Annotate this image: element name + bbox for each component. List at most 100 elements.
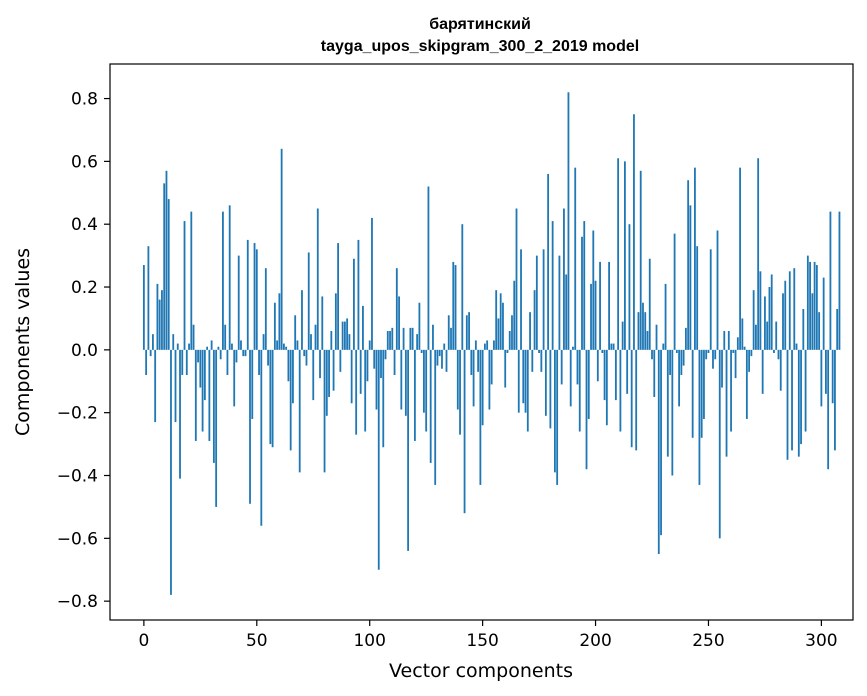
- bar-140: [459, 349, 461, 435]
- bar-138: [454, 265, 457, 350]
- bar-35: [222, 211, 224, 350]
- x-tick-label: 250: [692, 631, 724, 651]
- bar-288: [793, 268, 796, 350]
- bar-212: [621, 321, 624, 350]
- bar-287: [791, 349, 793, 451]
- bar-304: [829, 211, 832, 350]
- bar-13: [172, 334, 175, 350]
- bar-16: [179, 349, 181, 479]
- bar-133: [443, 343, 446, 350]
- x-tick-label: 0: [138, 631, 149, 651]
- bar-182: [553, 349, 556, 473]
- bar-101: [371, 217, 373, 350]
- bar-103: [375, 349, 378, 410]
- bar-252: [712, 349, 714, 369]
- bar-260: [730, 349, 732, 432]
- bar-222: [644, 312, 647, 350]
- bar-163: [511, 315, 513, 350]
- bar-267: [745, 349, 748, 419]
- bar-261: [732, 349, 735, 353]
- bar-272: [757, 158, 760, 350]
- bar-171: [529, 312, 531, 350]
- bar-26: [201, 349, 204, 432]
- bar-223: [646, 331, 649, 350]
- bar-213: [624, 161, 626, 350]
- bar-285: [786, 349, 789, 460]
- bar-150: [481, 349, 484, 426]
- bar-106: [382, 349, 385, 448]
- bar-246: [698, 349, 701, 485]
- bar-236: [675, 349, 678, 353]
- bar-172: [531, 349, 534, 372]
- bar-207: [610, 343, 613, 350]
- bar-125: [425, 349, 428, 432]
- bar-307: [836, 309, 839, 350]
- bar-283: [782, 293, 784, 350]
- bar-177: [542, 249, 545, 350]
- bar-147: [474, 340, 477, 350]
- bar-225: [651, 349, 653, 360]
- bar-220: [639, 170, 642, 350]
- bar-128: [432, 324, 434, 350]
- bar-275: [764, 296, 766, 350]
- bar-95: [357, 239, 360, 350]
- bar-53: [262, 334, 265, 350]
- bar-176: [540, 349, 543, 372]
- bar-193: [578, 349, 581, 432]
- bar-8: [161, 290, 163, 350]
- bar-199: [592, 230, 595, 350]
- bar-168: [522, 349, 525, 404]
- y-tick-label: 0.0: [71, 341, 98, 361]
- bar-164: [513, 280, 516, 350]
- bar-72: [305, 349, 308, 366]
- bar-131: [438, 349, 441, 357]
- bar-233: [669, 349, 671, 375]
- bar-110: [391, 327, 394, 350]
- bar-281: [777, 349, 780, 360]
- bar-305: [831, 349, 834, 404]
- bar-243: [691, 349, 694, 438]
- bar-32: [215, 349, 218, 507]
- bar-216: [630, 349, 633, 448]
- y-tick-label: −0.2: [57, 404, 98, 424]
- bar-60: [278, 293, 281, 350]
- bar-263: [736, 337, 739, 350]
- bar-124: [423, 349, 425, 413]
- bar-116: [404, 349, 407, 416]
- bar-247: [700, 349, 703, 438]
- bar-206: [608, 261, 610, 350]
- bar-210: [617, 158, 620, 350]
- bar-139: [456, 349, 459, 410]
- bar-301: [822, 277, 825, 350]
- bar-64: [287, 349, 290, 382]
- bar-25: [199, 349, 202, 388]
- bar-87: [339, 349, 342, 372]
- bar-286: [788, 271, 791, 350]
- bar-209: [614, 349, 617, 401]
- bar-28: [206, 346, 209, 350]
- bar-234: [671, 349, 674, 476]
- bar-111: [393, 349, 396, 375]
- chart-subtitle: tayga_upos_skipgram_300_2_2019 model: [321, 38, 639, 55]
- bar-282: [779, 349, 782, 391]
- x-tick-label: 50: [246, 631, 268, 651]
- bar-44: [242, 349, 245, 357]
- bar-232: [666, 349, 669, 457]
- bar-198: [590, 283, 592, 350]
- bar-242: [689, 205, 692, 350]
- bar-248: [703, 349, 705, 419]
- bar-21: [190, 211, 193, 350]
- bar-11: [167, 199, 170, 350]
- bar-97: [362, 305, 364, 350]
- bar-49: [253, 243, 256, 350]
- bar-153: [488, 349, 491, 410]
- bar-126: [427, 186, 430, 350]
- bar-227: [655, 324, 658, 350]
- bar-284: [784, 280, 787, 350]
- bar-238: [680, 349, 683, 375]
- bar-162: [508, 331, 511, 350]
- plot-frame: [109, 63, 854, 621]
- bar-185: [560, 349, 563, 385]
- bar-83: [330, 331, 333, 350]
- y-tick-label: 0.6: [71, 152, 98, 172]
